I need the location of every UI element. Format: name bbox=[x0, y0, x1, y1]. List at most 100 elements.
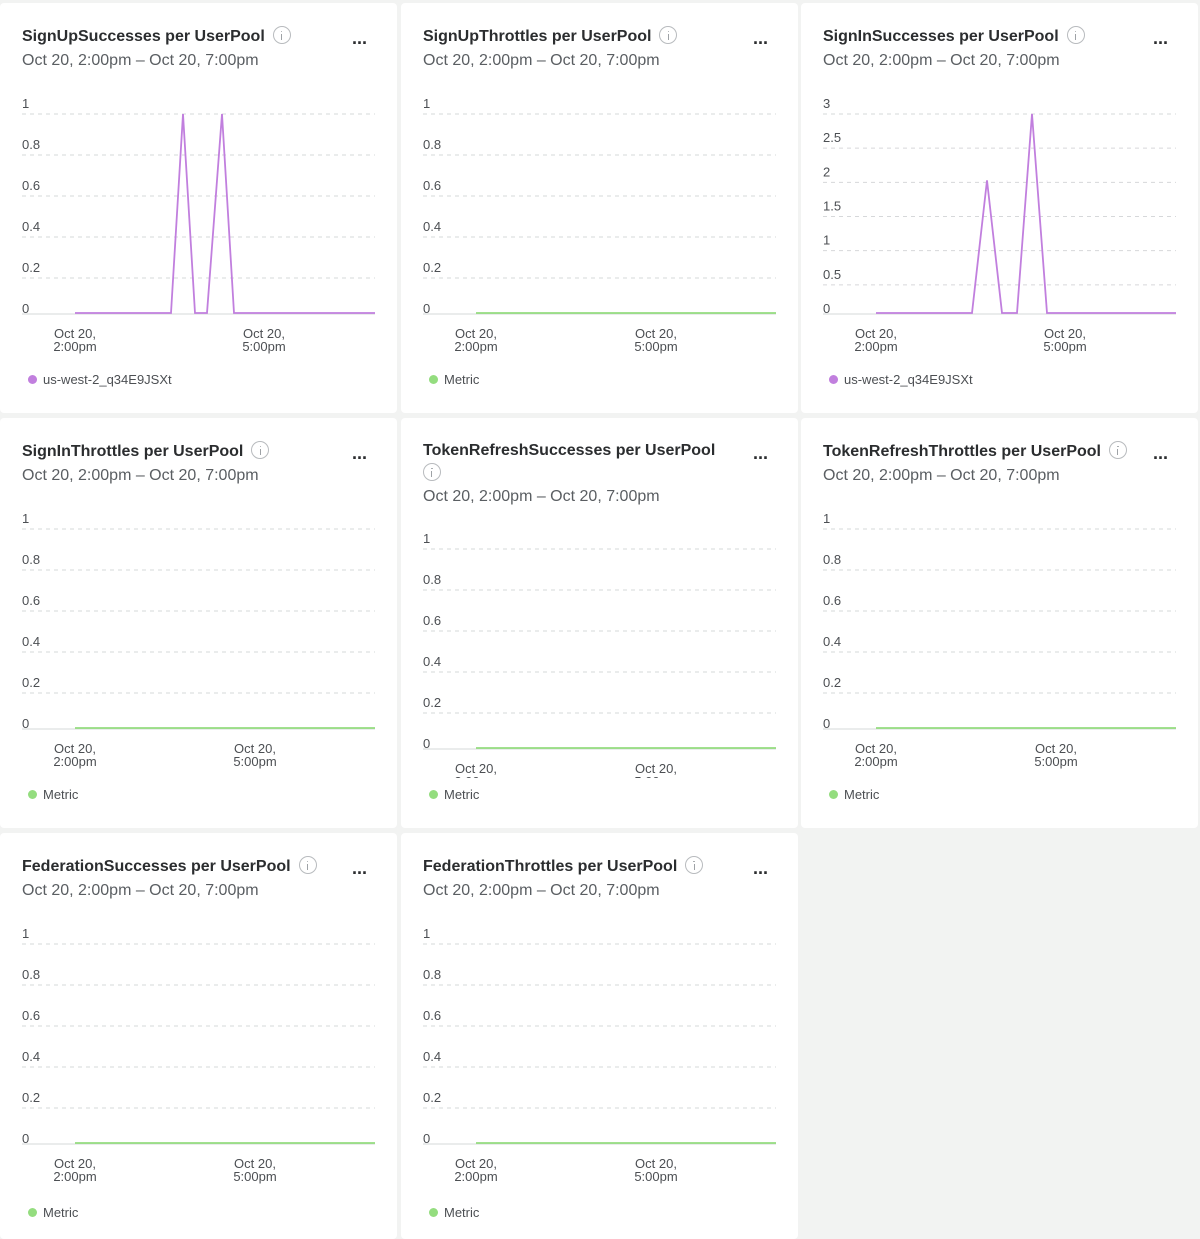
widget-title: TokenRefreshThrottles per UserPool bbox=[823, 441, 1127, 462]
y-tick-label: 0.8 bbox=[423, 137, 441, 152]
y-tick-label: 0.4 bbox=[22, 634, 40, 649]
y-tick-label: 0 bbox=[423, 301, 430, 316]
y-tick-label: 0.8 bbox=[22, 552, 40, 567]
x-tick-label: Oct 20, bbox=[54, 1156, 96, 1171]
x-tick-label: Oct 20, bbox=[54, 326, 96, 341]
y-tick-label: 0.4 bbox=[423, 219, 441, 234]
y-tick-label: 0.2 bbox=[823, 675, 841, 690]
info-icon[interactable] bbox=[272, 26, 291, 44]
y-tick-label: 0.8 bbox=[423, 572, 441, 587]
y-tick-label: 1 bbox=[423, 531, 430, 546]
widget-menu-button[interactable]: ... bbox=[752, 443, 768, 463]
x-tick-label: 2:00pm bbox=[454, 339, 497, 354]
y-tick-label: 0.2 bbox=[22, 675, 40, 690]
widget-signup-throttles: SignUpThrottles per UserPool ... Oct 20,… bbox=[401, 3, 798, 413]
x-tick-label: 5:00pm bbox=[634, 339, 677, 354]
legend-item[interactable]: us-west-2_q34E9JSXt bbox=[28, 372, 172, 387]
legend-item[interactable]: Metric bbox=[28, 787, 78, 802]
x-tick-label: Oct 20, bbox=[455, 761, 497, 776]
time-range: Oct 20, 2:00pm – Oct 20, 7:00pm bbox=[823, 467, 1060, 484]
y-tick-label: 3 bbox=[823, 96, 830, 111]
legend-item[interactable]: Metric bbox=[429, 372, 479, 387]
time-range: Oct 20, 2:00pm – Oct 20, 7:00pm bbox=[22, 467, 259, 484]
y-tick-label: 0.8 bbox=[22, 967, 40, 982]
legend-item[interactable]: us-west-2_q34E9JSXt bbox=[829, 372, 973, 387]
y-tick-label: 0 bbox=[22, 716, 29, 731]
y-tick-label: 0.4 bbox=[823, 634, 841, 649]
widget-signin-successes: SignInSuccesses per UserPool ... Oct 20,… bbox=[801, 3, 1198, 413]
widget-signin-throttles: SignInThrottles per UserPool ... Oct 20,… bbox=[0, 418, 397, 828]
x-tick-label: Oct 20, bbox=[1044, 326, 1086, 341]
x-tick-label: 2:00pm bbox=[854, 754, 897, 769]
x-tick-label: Oct 20, bbox=[54, 741, 96, 756]
series-line bbox=[876, 113, 1176, 314]
legend-dot-icon bbox=[429, 1208, 438, 1217]
widget-title: FederationSuccesses per UserPool bbox=[22, 856, 317, 877]
x-tick-label: 2:00pm bbox=[53, 339, 96, 354]
x-tick-label: Oct 20, bbox=[234, 1156, 276, 1171]
y-tick-label: 0.6 bbox=[22, 178, 40, 193]
x-tick-label: 2:00pm bbox=[53, 1169, 96, 1184]
widget-menu-button[interactable]: ... bbox=[752, 28, 768, 48]
y-tick-label: 1 bbox=[423, 96, 430, 111]
y-tick-label: 0 bbox=[423, 736, 430, 751]
legend-item[interactable]: Metric bbox=[429, 787, 479, 802]
x-tick-label: 5:00pm bbox=[1043, 339, 1086, 354]
info-icon[interactable] bbox=[1066, 26, 1085, 44]
widget-menu-button[interactable]: ... bbox=[351, 443, 367, 463]
time-range: Oct 20, 2:00pm – Oct 20, 7:00pm bbox=[22, 882, 259, 899]
y-tick-label: 1.5 bbox=[823, 199, 841, 214]
legend-item[interactable]: Metric bbox=[28, 1205, 78, 1220]
legend-item[interactable]: Metric bbox=[429, 1205, 479, 1220]
widget-federation-throttles: FederationThrottles per UserPool ... Oct… bbox=[401, 833, 798, 1239]
y-tick-label: 0.4 bbox=[423, 1049, 441, 1064]
info-icon[interactable] bbox=[659, 26, 678, 44]
info-icon[interactable] bbox=[251, 441, 270, 459]
y-tick-label: 1 bbox=[823, 511, 830, 526]
y-tick-label: 0.6 bbox=[423, 1008, 441, 1023]
y-tick-label: 0.6 bbox=[823, 593, 841, 608]
y-tick-label: 0 bbox=[823, 716, 830, 731]
legend-label: us-west-2_q34E9JSXt bbox=[844, 372, 973, 387]
y-tick-label: 2 bbox=[823, 164, 830, 179]
y-tick-label: 0.2 bbox=[423, 695, 441, 710]
widget-menu-button[interactable]: ... bbox=[351, 28, 367, 48]
x-tick-label: 5:00pm bbox=[634, 1169, 677, 1184]
x-tick-label: Oct 20, bbox=[455, 326, 497, 341]
y-tick-label: 0.2 bbox=[22, 1090, 40, 1105]
widget-title: FederationThrottles per UserPool bbox=[423, 856, 704, 877]
widget-menu-button[interactable]: ... bbox=[1152, 443, 1168, 463]
y-tick-label: 1 bbox=[22, 96, 29, 111]
y-tick-label: 0.8 bbox=[823, 552, 841, 567]
time-range: Oct 20, 2:00pm – Oct 20, 7:00pm bbox=[423, 488, 660, 505]
series-line bbox=[75, 113, 375, 314]
widget-menu-button[interactable]: ... bbox=[351, 858, 367, 878]
widget-title: SignInThrottles per UserPool bbox=[22, 441, 270, 462]
legend-item[interactable]: Metric bbox=[829, 787, 879, 802]
info-icon[interactable] bbox=[685, 856, 704, 874]
x-tick-label: 2:00pm bbox=[454, 1169, 497, 1184]
y-tick-label: 1 bbox=[22, 511, 29, 526]
info-icon[interactable] bbox=[298, 856, 317, 874]
widget-menu-button[interactable]: ... bbox=[1152, 28, 1168, 48]
y-tick-label: 0 bbox=[423, 1131, 430, 1146]
legend-dot-icon bbox=[429, 790, 438, 799]
info-icon[interactable] bbox=[1108, 441, 1127, 459]
y-tick-label: 0 bbox=[823, 301, 830, 316]
y-tick-label: 0.2 bbox=[423, 260, 441, 275]
y-tick-label: 0.5 bbox=[823, 267, 841, 282]
y-tick-label: 1 bbox=[423, 926, 430, 941]
info-icon[interactable] bbox=[423, 463, 441, 481]
legend-dot-icon bbox=[429, 375, 438, 384]
y-tick-label: 0.8 bbox=[22, 137, 40, 152]
widget-menu-button[interactable]: ... bbox=[752, 858, 768, 878]
y-tick-label: 0.2 bbox=[423, 1090, 441, 1105]
